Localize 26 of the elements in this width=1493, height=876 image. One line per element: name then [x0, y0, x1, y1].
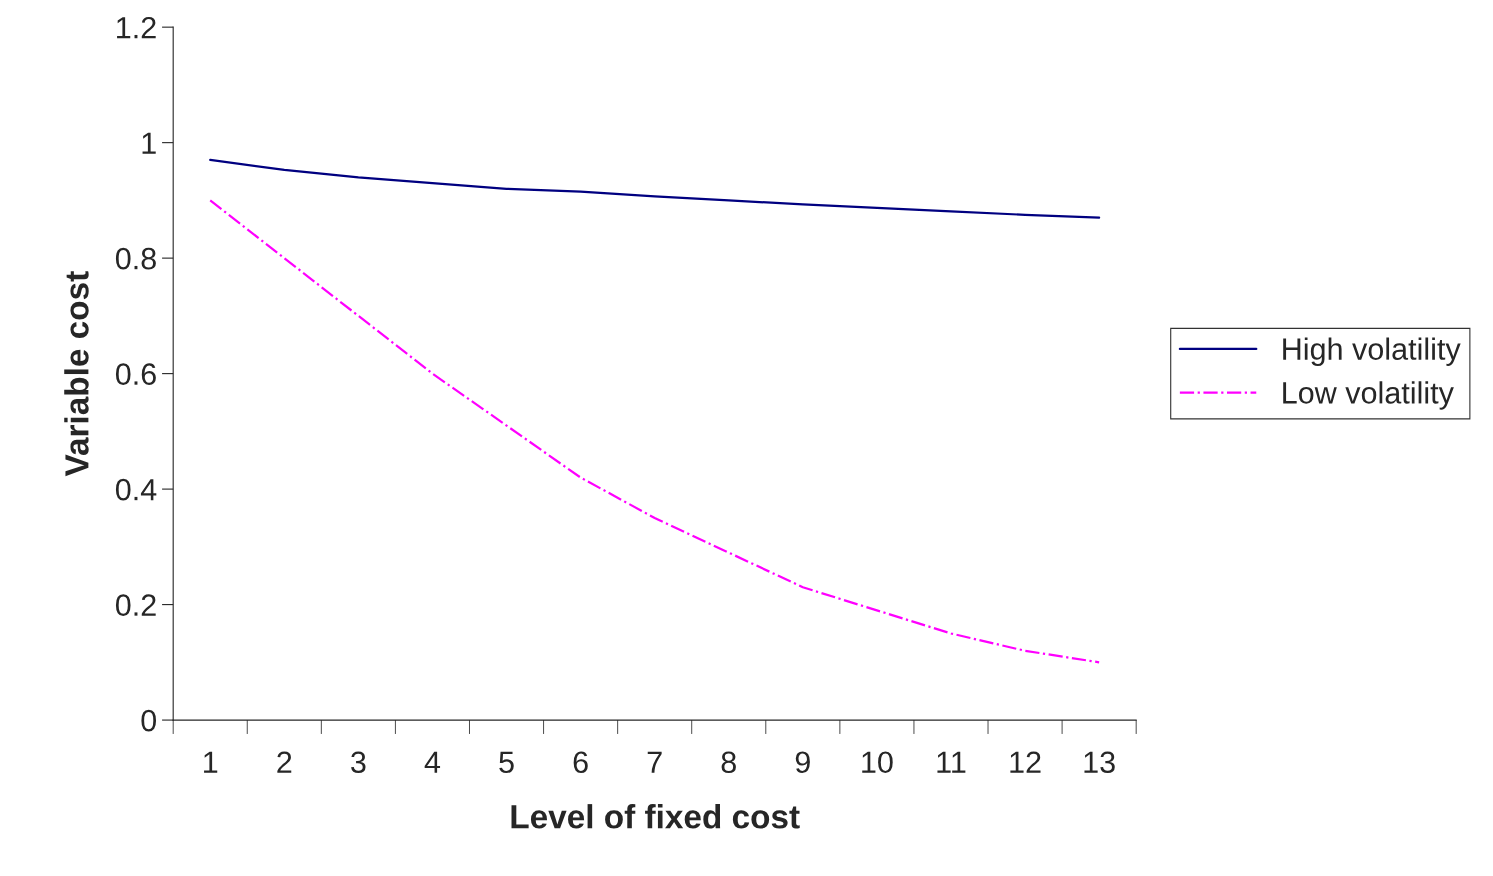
x-tick-label: 7: [647, 751, 662, 773]
x-tick-label: 4: [424, 751, 441, 773]
y-tick-label: 0.2: [115, 594, 156, 616]
y-tick-label: 1: [142, 132, 156, 154]
line-series: [209, 158, 1101, 219]
x-axis-title: Level of fixed cost: [511, 804, 800, 829]
x-tick-label: 3: [351, 751, 366, 774]
x-tick-label: 11: [937, 751, 966, 773]
x-tick-label: 12: [1010, 751, 1041, 773]
x-tick-label: 10: [862, 751, 893, 774]
x-tick-label: 2: [277, 751, 292, 773]
y-tick-label: 1.2: [117, 16, 156, 39]
y-tick-label: 0: [141, 709, 157, 732]
x-tick-label: 9: [795, 751, 810, 774]
y-tick-label: 0.4: [115, 478, 157, 501]
x-tick-label: 6: [573, 751, 588, 774]
legend-label: Low volatility: [1283, 381, 1454, 410]
x-tick-label: 8: [721, 751, 736, 774]
x-tick-label: 5: [499, 751, 514, 774]
y-tick-label: 0.8: [115, 247, 156, 270]
y-axis-title: Variable cost: [64, 271, 89, 477]
line-series: [209, 199, 1101, 664]
x-tick-label: 1: [204, 751, 218, 773]
x-tick-label: 13: [1084, 751, 1115, 774]
legend-label: High volatility: [1283, 337, 1461, 366]
y-tick-label: 0.6: [115, 363, 156, 385]
